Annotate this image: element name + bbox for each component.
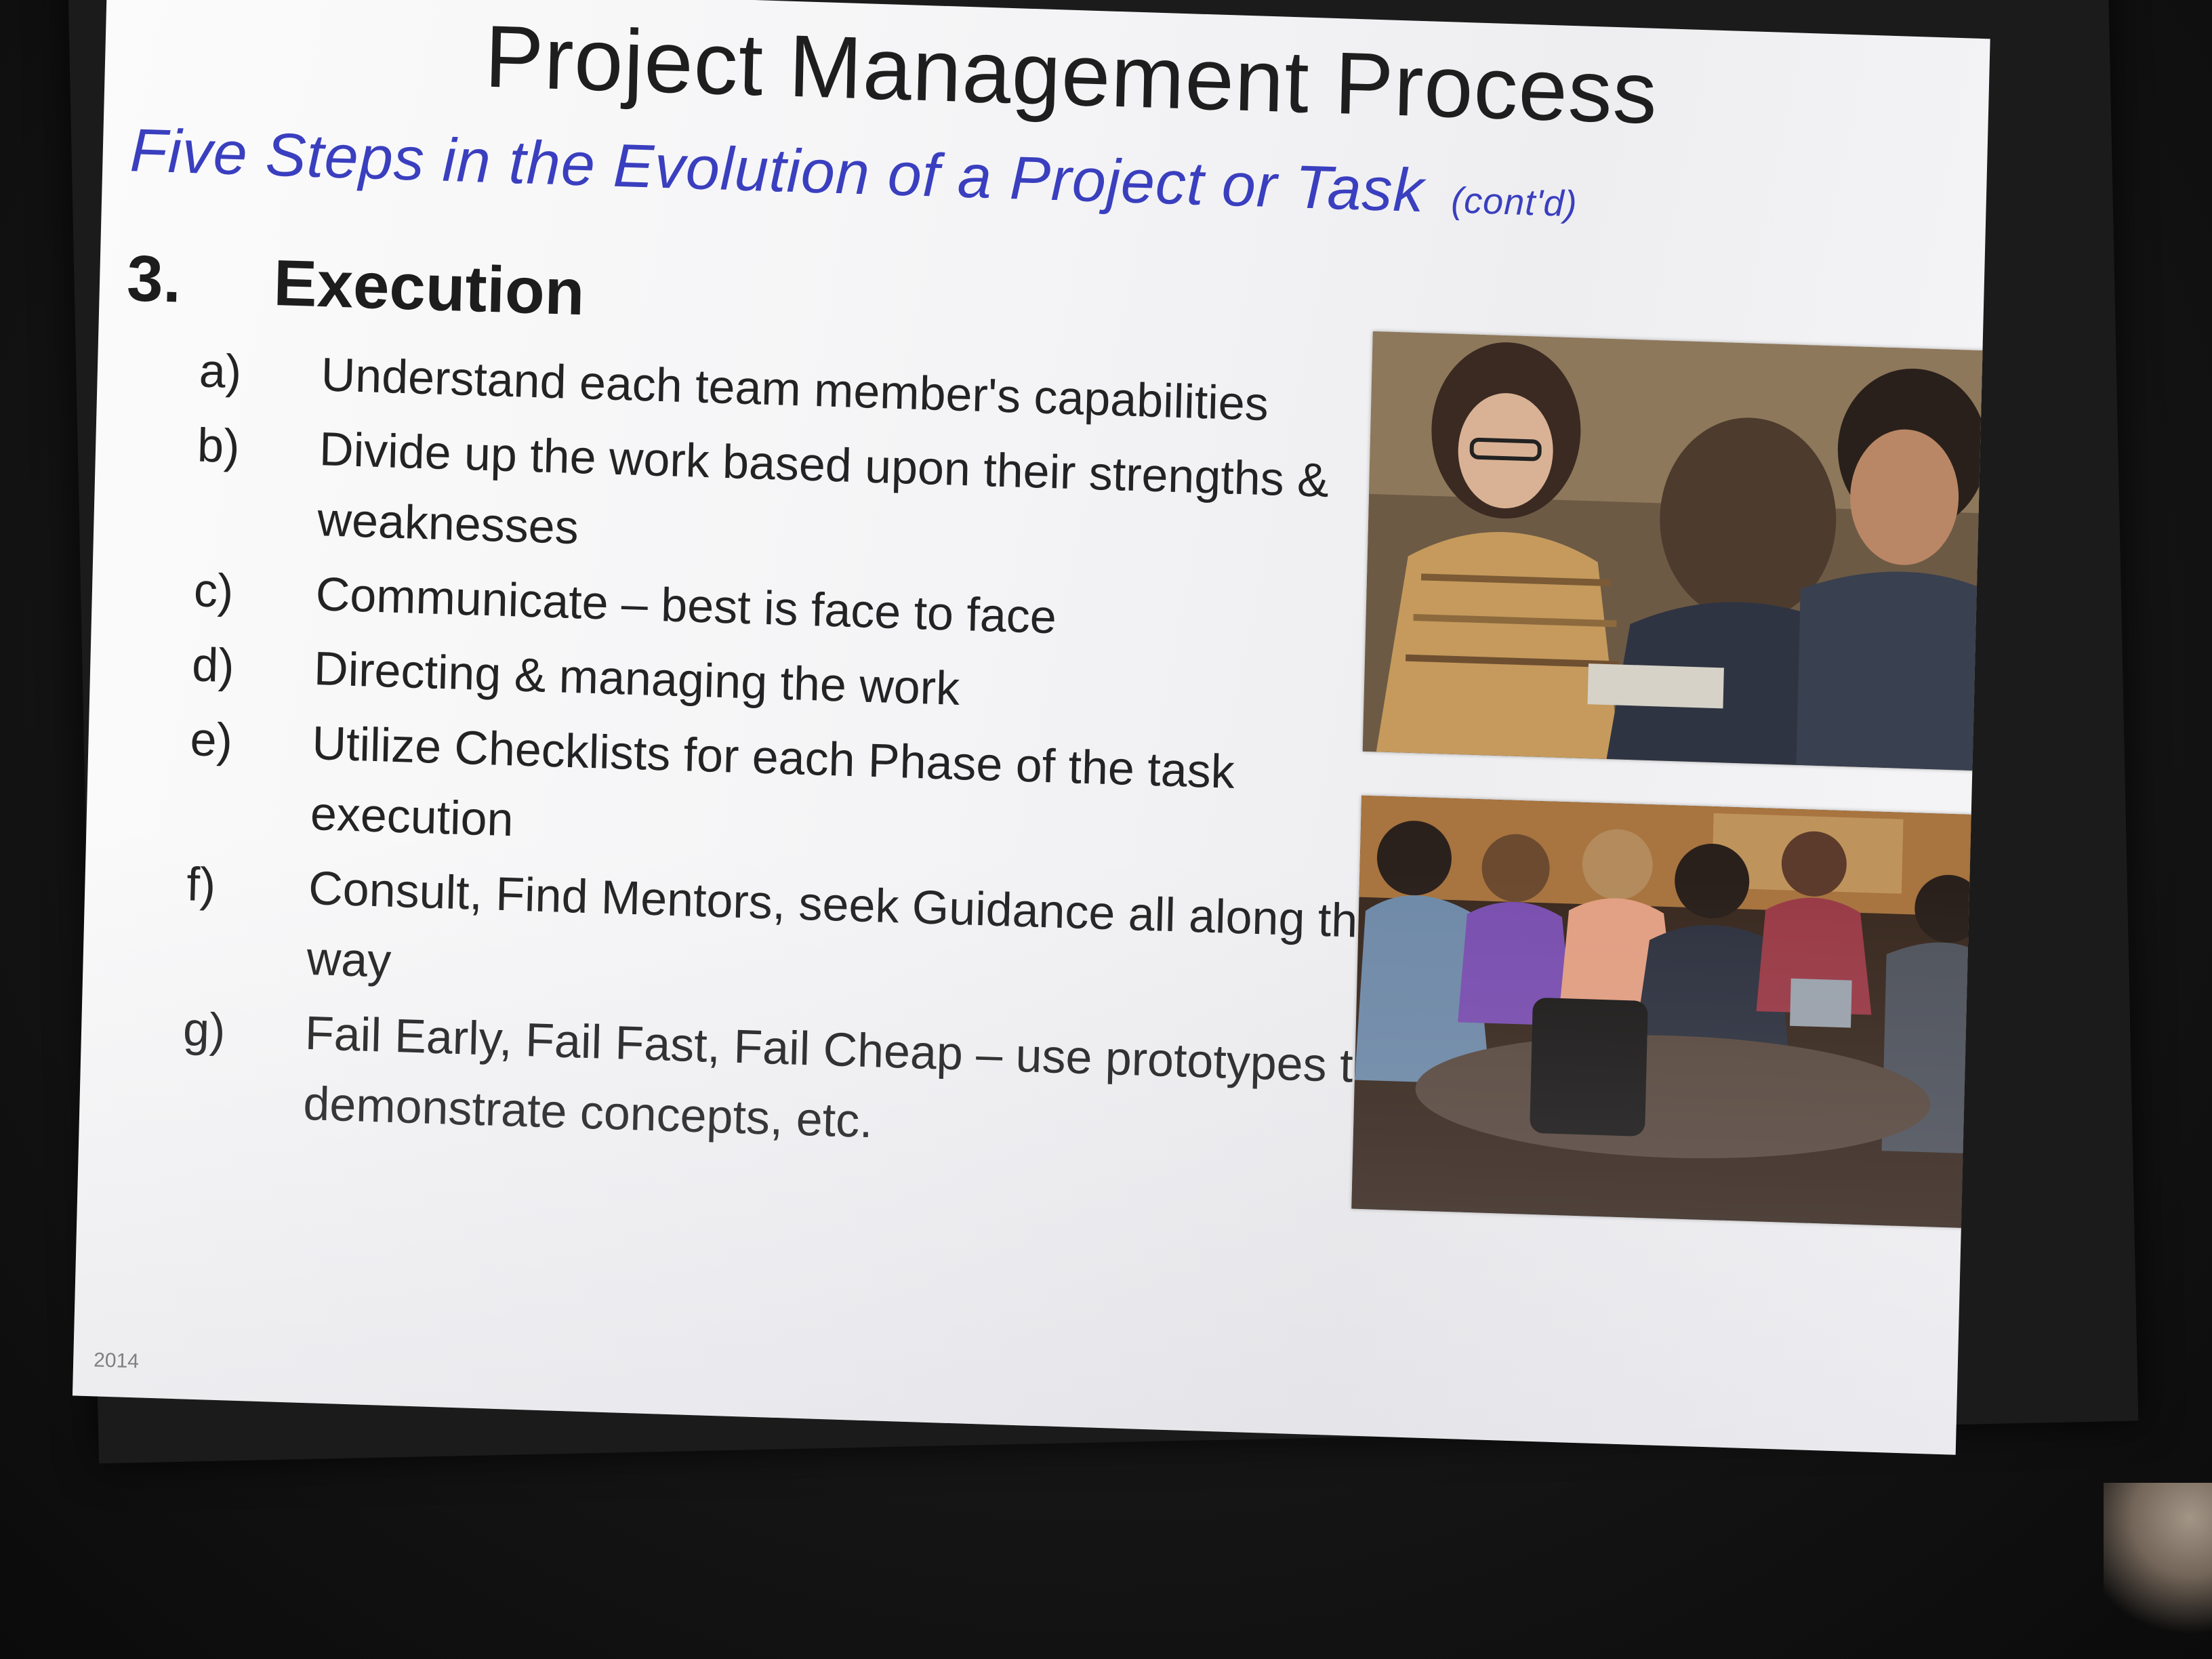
presentation-slide: Project Management Process Five Steps in… (72, 0, 1990, 1455)
meeting-photo-top-art (1362, 331, 1990, 771)
subtitle-note: (cont'd) (1450, 180, 1578, 225)
slide-footer: 2014 (93, 1349, 140, 1373)
item-letter: f) (186, 857, 217, 912)
item-text: Consult, Find Mentors, seek Guidance all… (306, 861, 1385, 987)
item-text: Divide up the work based upon their stre… (316, 422, 1330, 554)
item-letter: g) (182, 1002, 226, 1057)
section-title: Execution (272, 246, 586, 329)
item-letter: a) (199, 344, 243, 398)
meeting-photo-top (1362, 331, 1990, 771)
item-letter: e) (189, 712, 233, 767)
section-number: 3. (125, 242, 182, 316)
meeting-photo-bottom (1351, 795, 1990, 1229)
step-list: a) Understand each team member's capabil… (180, 335, 1419, 1177)
slide-title: Project Management Process (483, 6, 1659, 142)
item-letter: b) (197, 418, 241, 473)
item-text: Fail Early, Fail Fast, Fail Cheap – use … (302, 1006, 1380, 1148)
item-letter: c) (193, 563, 234, 618)
item-text: Utilize Checklists for each Phase of the… (310, 716, 1235, 846)
audience-silhouette (2104, 1483, 2212, 1659)
subtitle-text: Five Steps in the Evolution of a Project… (129, 117, 1425, 226)
meeting-photo-bottom-art (1351, 795, 1990, 1229)
section-heading: 3. Execution (126, 241, 586, 330)
item-letter: d) (191, 638, 235, 693)
